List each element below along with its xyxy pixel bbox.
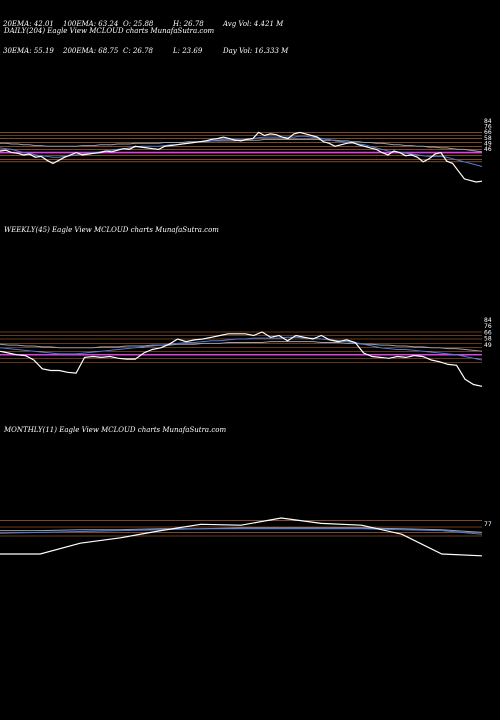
indicator-header: 20EMA: 42.01 100EMA: 63.24 O: 25.88 H: 26.7… <box>3 2 288 65</box>
weekly-ema-short-line <box>0 336 483 361</box>
weekly-panel-title: WEEKLY(45) Eagle View MCLOUD charts Muna… <box>4 226 219 234</box>
high-value: H: 26.78 <box>173 20 204 28</box>
header-row-1: 20EMA: 42.01 100EMA: 63.24 O: 25.88 H: 26.7… <box>3 20 288 29</box>
low-value: L: 23.69 <box>173 47 203 55</box>
weekly-tick-label: 76 <box>484 323 492 330</box>
open-value: O: 25.88 <box>123 20 154 28</box>
daily-ema-long-line <box>0 138 483 153</box>
monthly-tick-label: 77 <box>484 521 492 528</box>
ema30-value: 30EMA: 55.19 <box>3 47 54 55</box>
daily-tick-label: 58 <box>484 135 492 142</box>
weekly-tick-label: 49 <box>484 342 492 349</box>
daily-panel-title: DAILY(204) Eagle View MCLOUD charts Muna… <box>4 27 215 35</box>
daily-tick-label: 76 <box>484 124 492 131</box>
ema100-value: 100EMA: 63.24 <box>63 20 119 28</box>
weekly-price-line <box>0 331 483 387</box>
ema20-value: 20EMA: 42.01 <box>3 20 54 28</box>
daily-tick-label: 49 <box>484 140 492 147</box>
header-row-2: 30EMA: 55.19 200EMA: 68.75 C: 26.78 L: 23.6… <box>3 47 288 56</box>
monthly-price-line <box>0 517 483 557</box>
weekly-tick-label: 66 <box>484 329 492 336</box>
daily-tick-label: 46 <box>484 146 492 153</box>
close-value: C: 26.78 <box>123 47 153 55</box>
ema200-value: 200EMA: 68.75 <box>63 47 119 55</box>
day-vol-value: Day Vol: 16.333 M <box>223 47 289 55</box>
monthly-ema-long-line <box>0 527 483 533</box>
weekly-ema-long-line <box>0 341 483 352</box>
monthly-ema-short-line <box>0 528 483 535</box>
monthly-panel-title: MONTHLY(11) Eagle View MCLOUD charts Mun… <box>4 426 227 434</box>
avg-vol-value: Avg Vol: 4.421 M <box>223 20 284 28</box>
weekly-tick-label: 58 <box>484 336 492 343</box>
weekly-tick-label: 84 <box>484 317 492 324</box>
daily-price-line <box>0 131 483 183</box>
daily-tick-label: 84 <box>484 118 492 125</box>
daily-tick-label: 66 <box>484 129 492 136</box>
